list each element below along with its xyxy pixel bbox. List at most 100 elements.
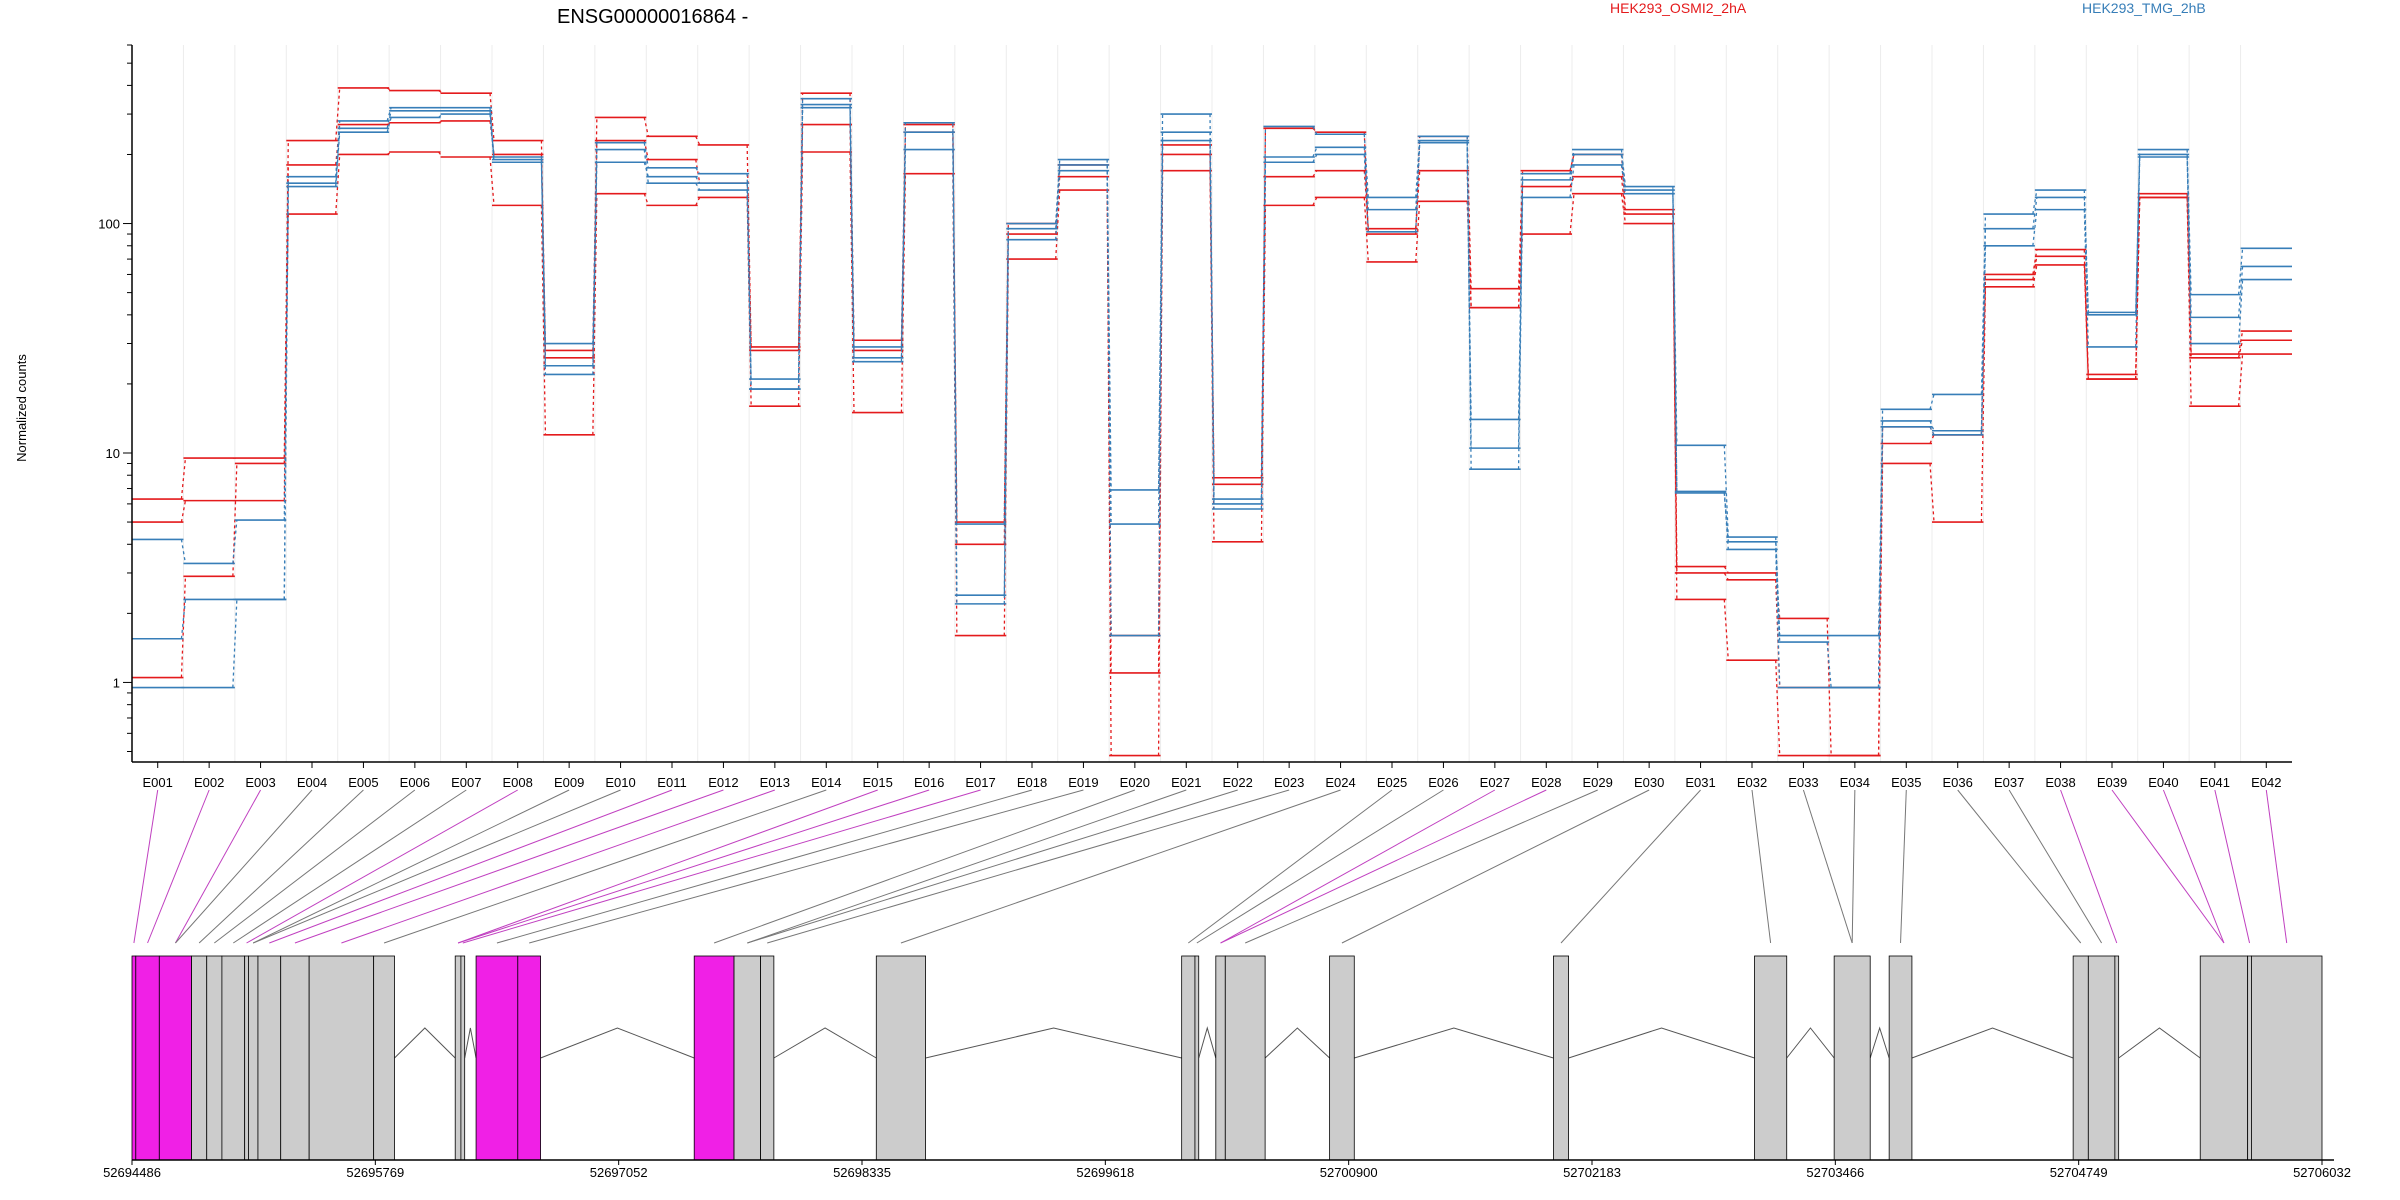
intron — [464, 1027, 477, 1059]
x-tick-label: E014 — [811, 775, 841, 790]
exon-connector — [1188, 789, 1393, 944]
x-tick-label: E028 — [1531, 775, 1561, 790]
x-tick-label: E037 — [1994, 775, 2024, 790]
intron — [2118, 1027, 2201, 1059]
exon-block — [454, 955, 462, 1161]
exon-connector — [233, 789, 467, 944]
x-tick-label: E019 — [1068, 775, 1098, 790]
exon-block — [248, 955, 259, 1161]
x-tick-label: E035 — [1891, 775, 1921, 790]
exon-connector — [529, 789, 1084, 944]
exon-block — [1181, 955, 1196, 1161]
exon-block — [191, 955, 208, 1161]
exon-connector — [2214, 789, 2251, 944]
exon-connector — [174, 789, 262, 944]
x-tick-label: E020 — [1120, 775, 1150, 790]
coord-label: 52694486 — [103, 1165, 161, 1180]
coord-label: 52698335 — [833, 1165, 891, 1180]
exon-block — [460, 955, 466, 1161]
x-tick-label: E011 — [657, 775, 686, 790]
exon-block — [135, 955, 160, 1161]
exon-connector — [175, 789, 313, 944]
coord-label: 52702183 — [1563, 1165, 1621, 1180]
legend-entry-tmg: HEK293_TMG_2hB — [2082, 0, 2206, 16]
exon-block — [280, 955, 310, 1161]
exon-block — [221, 955, 246, 1161]
exon-block — [2247, 955, 2252, 1161]
exon-block — [1553, 955, 1570, 1161]
coord-label: 52700900 — [1320, 1165, 1378, 1180]
x-tick-label: E018 — [1017, 775, 1047, 790]
x-tick-label: E021 — [1171, 775, 1201, 790]
x-tick-label: E024 — [1325, 775, 1355, 790]
exon-connector — [1196, 789, 1444, 944]
coord-label: 52706032 — [2293, 1165, 2351, 1180]
x-tick-label: E025 — [1377, 775, 1407, 790]
exon-block — [875, 955, 927, 1161]
x-tick-label: E039 — [2097, 775, 2127, 790]
x-tick-label: E042 — [2251, 775, 2281, 790]
x-tick-label: E040 — [2148, 775, 2178, 790]
x-tick-label: E005 — [348, 775, 378, 790]
x-axis: E001 E002 E003 E004 E005 E006 E007 E008 E009 E010… — [132, 761, 2292, 790]
exon-connector — [2060, 789, 2118, 944]
exon-connector — [747, 789, 1187, 944]
x-tick-label: E023 — [1274, 775, 1304, 790]
intron — [1264, 1027, 1330, 1059]
exon-block — [1224, 955, 1266, 1161]
exon-connector — [253, 789, 621, 944]
x-tick-label: E030 — [1634, 775, 1664, 790]
x-tick-label: E033 — [1788, 775, 1818, 790]
x-tick-label: E013 — [760, 775, 790, 790]
vertical-gridlines — [182, 45, 2242, 762]
series-transition — [181, 107, 2244, 689]
exon-block — [1888, 955, 1913, 1161]
intron — [1869, 1026, 1890, 1059]
chart-title: ENSG00000016864 - — [557, 6, 748, 28]
intron — [1911, 1027, 2074, 1059]
x-tick-label: E032 — [1737, 775, 1767, 790]
x-tick-label: E017 — [965, 775, 995, 790]
exon-block — [2251, 955, 2323, 1161]
x-tick-label: E007 — [451, 775, 481, 790]
exon-connector — [198, 789, 364, 944]
y-axis-label: Normalized counts — [14, 354, 29, 462]
exon-connector — [1957, 789, 2082, 944]
intron — [540, 1027, 695, 1059]
exon-connectors — [133, 789, 2288, 944]
exon-connector — [1341, 789, 1650, 944]
exon-connector — [214, 789, 416, 944]
exon-connector — [147, 789, 210, 944]
x-tick-label: E009 — [554, 775, 584, 790]
exon-connector — [1220, 789, 1547, 944]
x-tick-label: E034 — [1840, 775, 1870, 790]
exon-connector — [341, 789, 776, 944]
intron — [1354, 1027, 1554, 1059]
x-tick-label: E003 — [245, 775, 275, 790]
exon-connector — [496, 789, 1033, 944]
exon-block — [158, 955, 192, 1161]
exon-connector — [269, 789, 673, 944]
x-tick-label: E036 — [1943, 775, 1973, 790]
exon-connector — [767, 789, 1290, 944]
exon-block — [1329, 955, 1355, 1161]
x-tick-label: E004 — [297, 775, 327, 790]
legend-entry-osmi2: HEK293_OSMI2_2hA — [1610, 0, 1747, 16]
exon-block — [475, 955, 519, 1161]
intron — [394, 1027, 456, 1059]
intron — [925, 1027, 1182, 1059]
x-tick-label: E001 — [143, 775, 173, 790]
y-axis: 1 10 100 — [98, 44, 133, 762]
intron — [773, 1027, 877, 1059]
exon-connector — [900, 789, 1341, 944]
exon-connector — [457, 789, 930, 944]
exon-connector — [2265, 789, 2288, 944]
exon-connector — [1851, 789, 1856, 944]
x-tick-label: E022 — [1223, 775, 1253, 790]
y-tick-label: 10 — [106, 446, 120, 461]
exon-block — [131, 955, 137, 1161]
exon-connector — [1751, 789, 1772, 944]
exon-block — [693, 955, 735, 1161]
exon-block — [2087, 955, 2116, 1161]
exon-connector — [2008, 789, 2103, 944]
